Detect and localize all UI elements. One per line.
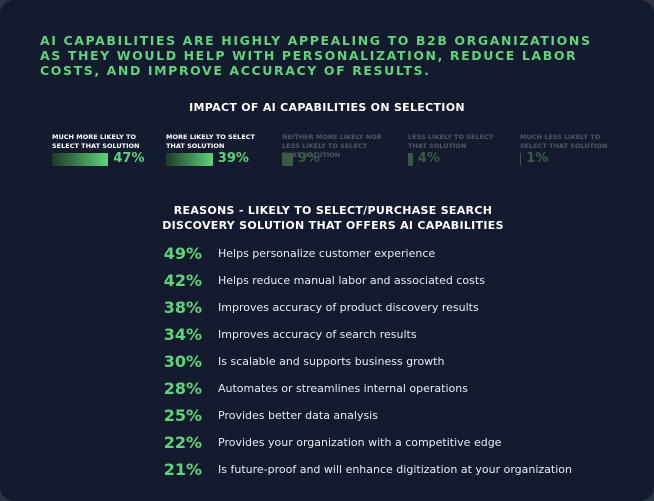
value-label: 39% xyxy=(217,151,249,166)
category-label: MUCH LESS LIKELY TO SELECT THAT SOLUTION xyxy=(520,133,608,150)
item-label: Is scalable and supports business growth xyxy=(218,355,445,368)
item-label: Provides better data analysis xyxy=(218,409,378,422)
item-label: Helps reduce manual labor and associated… xyxy=(218,274,485,287)
value-label: 22% xyxy=(163,433,202,452)
bar xyxy=(520,153,522,166)
value-label: 42% xyxy=(163,271,202,290)
value-label: 47% xyxy=(113,151,145,166)
value-label: 25% xyxy=(163,406,202,425)
value-label: 4% xyxy=(417,151,440,166)
value-label: 30% xyxy=(163,352,202,371)
item-label: Is future-proof and will enhance digitiz… xyxy=(218,463,573,476)
category-label: NEITHER MORE LIKELY NOR LESS LIKELY TO S… xyxy=(282,133,382,159)
value-label: 38% xyxy=(163,298,202,317)
item-label: Automates or streamlines internal operat… xyxy=(218,382,468,395)
category-label: MUCH MORE LIKELY TO SELECT THAT SOLUTION xyxy=(52,133,140,150)
item-label: Improves accuracy of search results xyxy=(218,328,417,341)
bar xyxy=(282,153,293,166)
item-label: Provides your organization with a compet… xyxy=(218,436,502,449)
bar xyxy=(52,153,109,166)
value-label: 1% xyxy=(526,151,549,166)
item-label: Improves accuracy of product discovery r… xyxy=(218,301,479,314)
value-label: 49% xyxy=(163,244,202,263)
value-label: 9% xyxy=(297,151,320,166)
value-label: 21% xyxy=(163,460,202,479)
chart-title: IMPACT OF AI CAPABILITIES ON SELECTION xyxy=(189,101,465,114)
headline: AI CAPABILITIES ARE HIGHLY APPEALING TO … xyxy=(40,33,592,78)
category-label: MORE LIKELY TO SELECT THAT SOLUTION xyxy=(166,133,255,150)
item-label: Helps personalize customer experience xyxy=(218,247,436,260)
value-label: 34% xyxy=(163,325,202,344)
category-label: LESS LIKELY TO SELECT THAT SOLUTION xyxy=(408,133,494,150)
bar xyxy=(166,153,213,166)
bar xyxy=(408,153,413,166)
value-label: 28% xyxy=(163,379,202,398)
chart-title: REASONS - LIKELY TO SELECT/PURCHASE SEAR… xyxy=(162,204,504,232)
